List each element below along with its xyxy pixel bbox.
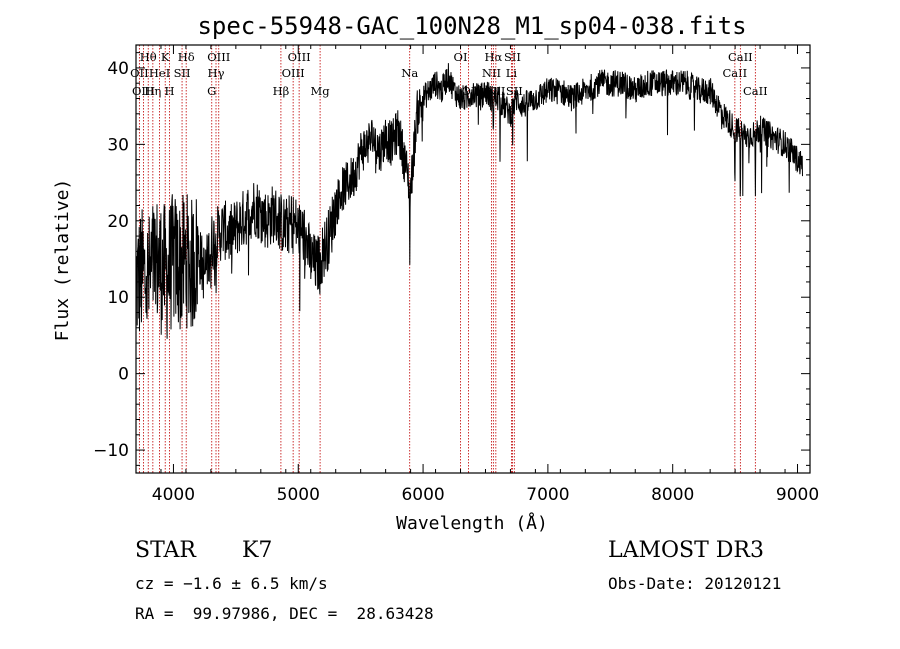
- line-label-17: OI: [454, 50, 468, 64]
- object-subclass: K7: [242, 538, 273, 563]
- x-tick-label-3: 7000: [526, 485, 569, 505]
- line-label-19: NII: [482, 66, 501, 80]
- line-label-26: CaII: [728, 50, 753, 64]
- line-label-22: Li: [506, 66, 518, 80]
- spectrum-series-flux: [135, 63, 803, 339]
- line-label-12: Hβ: [273, 84, 290, 98]
- y-tick-label-0: −10: [93, 441, 129, 461]
- line-label-13: OIII: [282, 66, 305, 80]
- x-axis-label: Wavelength (Å): [396, 512, 548, 534]
- plot-frame: [135, 44, 811, 474]
- line-label-10: Hγ: [208, 66, 225, 80]
- plot-area: [135, 63, 803, 339]
- line-label-24: SII: [506, 84, 523, 98]
- line-label-4: HeI: [149, 66, 170, 80]
- line-label-27: CaII: [743, 84, 768, 98]
- line-label-7: SII: [174, 66, 191, 80]
- y-axis-label: Flux (relative): [52, 179, 73, 342]
- y-tick-label-3: 20: [107, 212, 129, 232]
- line-label-11: OIII: [207, 50, 230, 64]
- line-label-23: SII: [504, 50, 521, 64]
- axes: 4000 5000 6000 7000 8000 9000 −10 0 10 20 30 40: [93, 45, 819, 505]
- x-tick-label-2: 6000: [401, 485, 444, 505]
- line-label-15: Mg: [311, 84, 331, 98]
- y-tick-label-4: 30: [107, 135, 129, 155]
- line-label-5: K: [161, 50, 170, 64]
- emission-line-markers: HθOIIOIIIHηHeIKHSIIHδGHγOIIIHβOIIIOIIIMg…: [130, 45, 768, 473]
- line-label-14: OIII: [288, 50, 311, 64]
- line-label-2: OIII: [132, 84, 155, 98]
- coordinates: RA = 99.97986, DEC = 28.63428: [135, 604, 434, 623]
- line-label-3: Hη: [144, 84, 161, 98]
- line-label-8: Hδ: [178, 50, 195, 64]
- line-label-25: CaII: [722, 66, 747, 80]
- object-class: STAR: [135, 538, 196, 563]
- line-label-1: OII: [130, 66, 149, 80]
- x-tick-label-1: 5000: [277, 485, 320, 505]
- chart-title: spec-55948-GAC_100N28_M1_sp04-038.fits: [197, 12, 746, 40]
- survey-name: LAMOST DR3: [608, 538, 764, 563]
- line-label-20: Hα: [484, 50, 502, 64]
- y-tick-label-2: 10: [107, 288, 129, 308]
- x-tick-label-4: 8000: [651, 485, 694, 505]
- line-label-0: Hθ: [140, 50, 157, 64]
- line-label-6: H: [165, 84, 175, 98]
- line-label-16: Na: [401, 66, 418, 80]
- observation-date: Obs-Date: 20120121: [608, 574, 782, 593]
- x-tick-label-5: 9000: [776, 485, 819, 505]
- y-tick-label-1: 0: [118, 365, 129, 385]
- redshift-cz: cz = −1.6 ± 6.5 km/s: [135, 574, 328, 593]
- y-tick-label-5: 40: [107, 59, 129, 79]
- line-label-9: G: [207, 84, 216, 98]
- x-tick-label-0: 4000: [152, 485, 195, 505]
